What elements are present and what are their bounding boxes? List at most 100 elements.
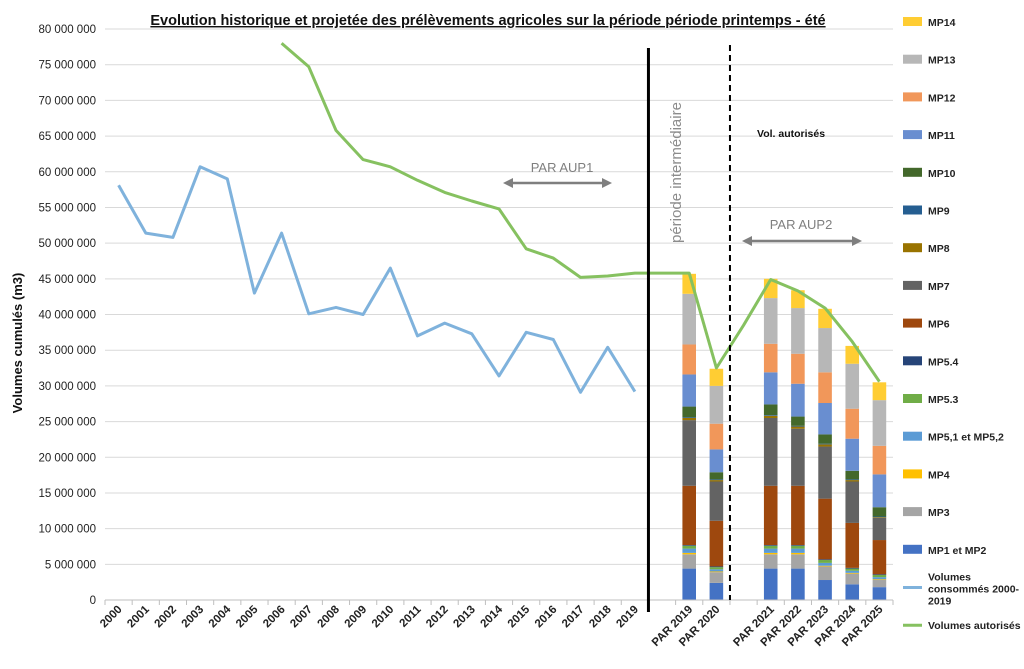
legend-item: MP5,1 et MP5,2	[903, 431, 1004, 444]
legend-item: MP10	[903, 167, 956, 180]
bar-segment	[872, 577, 887, 580]
x-tick-label: 2014	[479, 603, 506, 630]
legend-swatch	[903, 280, 922, 290]
x-tick-label: 2002	[152, 604, 179, 631]
y-tick-label: 5 000 000	[45, 559, 96, 571]
arrow-head-right	[852, 236, 862, 246]
bar-segment	[818, 580, 832, 600]
legend-label-line: Volumes	[928, 572, 971, 584]
bar-segment	[845, 408, 860, 439]
bar-segment	[709, 423, 724, 450]
bar-segment	[763, 545, 778, 549]
legend-label: Volumes consommés 2000-2019	[928, 572, 1020, 608]
bar-segment	[682, 406, 696, 418]
bar-segment	[818, 403, 832, 435]
annotation-par-aup2: PAR AUP2	[770, 217, 833, 232]
legend-swatch	[903, 394, 922, 403]
legend-label-line: consommés 2000-	[928, 584, 1020, 596]
x-tick-label: 2000	[98, 604, 125, 631]
bar-segment	[872, 575, 887, 578]
bar-segment	[763, 552, 778, 555]
bar-segment	[709, 385, 724, 424]
legend: MP14 MP13 MP12 MP11 MP10 MP9 MP8 MP7 MP6 MP5.4 MP5…	[903, 17, 1021, 632]
bar-segment	[709, 472, 724, 480]
bar-segment	[682, 420, 696, 486]
legend-label: MP13	[928, 55, 956, 67]
bar-segment	[845, 345, 860, 364]
bar-segment	[872, 580, 887, 588]
bar-segment	[845, 570, 860, 573]
bar-segment	[791, 548, 805, 553]
bar-segment	[818, 562, 832, 566]
legend-item: MP12	[903, 92, 956, 104]
y-tick-label: 30 000 000	[38, 381, 96, 393]
legend-item: MP1 et MP2	[903, 544, 987, 557]
bar-segment	[682, 554, 696, 569]
annotations: PAR AUP1 PAR AUP2 période intermédiaire …	[503, 102, 862, 246]
legend-item: Volumes autorisés	[903, 620, 1021, 632]
bar-segment	[845, 480, 860, 482]
x-tick-label: 2011	[397, 603, 424, 630]
y-tick-label: 10 000 000	[38, 524, 96, 536]
bar-segment	[818, 444, 832, 447]
bar-segment	[791, 308, 805, 354]
bar-segment	[791, 568, 805, 600]
bar-segment	[763, 415, 778, 418]
legend-swatch	[903, 17, 922, 26]
bar-segment	[709, 571, 724, 573]
bar-segment	[791, 426, 805, 429]
x-tick-label: 2015	[506, 603, 533, 630]
bar-segment	[845, 568, 860, 571]
series-line	[280, 42, 881, 383]
bar-segment	[763, 485, 778, 546]
legend-item: MP4	[903, 469, 950, 481]
y-axis-label: Volumes cumulés (m3)	[10, 273, 25, 414]
annotation-periode-intermediaire: période intermédiaire	[668, 102, 685, 243]
bar-segment	[709, 566, 724, 568]
bar-segment	[709, 582, 724, 600]
bar-segment	[845, 572, 860, 574]
x-tick-label: 2007	[288, 604, 315, 631]
x-tick-label: 2012	[424, 604, 451, 631]
bar-segment	[845, 573, 860, 585]
legend-label: Volumes autorisés	[928, 620, 1021, 632]
legend-label: MP5.3	[928, 394, 959, 406]
bar-segment	[682, 545, 696, 549]
legend-swatch	[903, 356, 922, 366]
bar-segment	[682, 548, 696, 553]
bar-segment	[818, 372, 832, 404]
bar-segment	[872, 574, 887, 576]
y-tick-label: 25 000 000	[38, 417, 96, 429]
bar-segment	[682, 545, 696, 546]
legend-label: MP8	[928, 243, 950, 255]
bar-segment	[682, 417, 696, 418]
legend-swatch	[903, 243, 922, 253]
y-tick-label: 45 000 000	[38, 274, 96, 286]
bar-segment	[791, 545, 805, 546]
bar-segment	[872, 474, 887, 508]
legend-label: MP9	[928, 206, 950, 218]
bar-segment	[763, 404, 778, 416]
x-tick-label: 2005	[234, 603, 261, 630]
arrow-head-right	[602, 178, 612, 188]
bar-segment	[791, 383, 805, 417]
legend-label: MP11	[928, 130, 955, 142]
x-tick-label: 2004	[207, 603, 234, 630]
x-tick-label: 2018	[587, 603, 614, 630]
x-tick-label: 2019	[614, 604, 641, 631]
legend-label: MP7	[928, 281, 950, 293]
legend-label: MP3	[928, 507, 950, 519]
legend-swatch	[903, 167, 922, 177]
bar-segment	[682, 344, 696, 375]
legend-label-line: 2019	[928, 596, 952, 608]
y-tick-label: 35 000 000	[38, 345, 96, 357]
bar-segment	[845, 438, 860, 471]
legend-swatch	[903, 469, 922, 479]
x-tick-label: 2010	[370, 604, 397, 631]
legend-label: MP6	[928, 319, 950, 331]
legend-swatch	[903, 54, 922, 64]
x-tick-label: 2017	[560, 604, 587, 631]
bar-segment	[818, 565, 832, 567]
bar-segment	[845, 479, 860, 481]
